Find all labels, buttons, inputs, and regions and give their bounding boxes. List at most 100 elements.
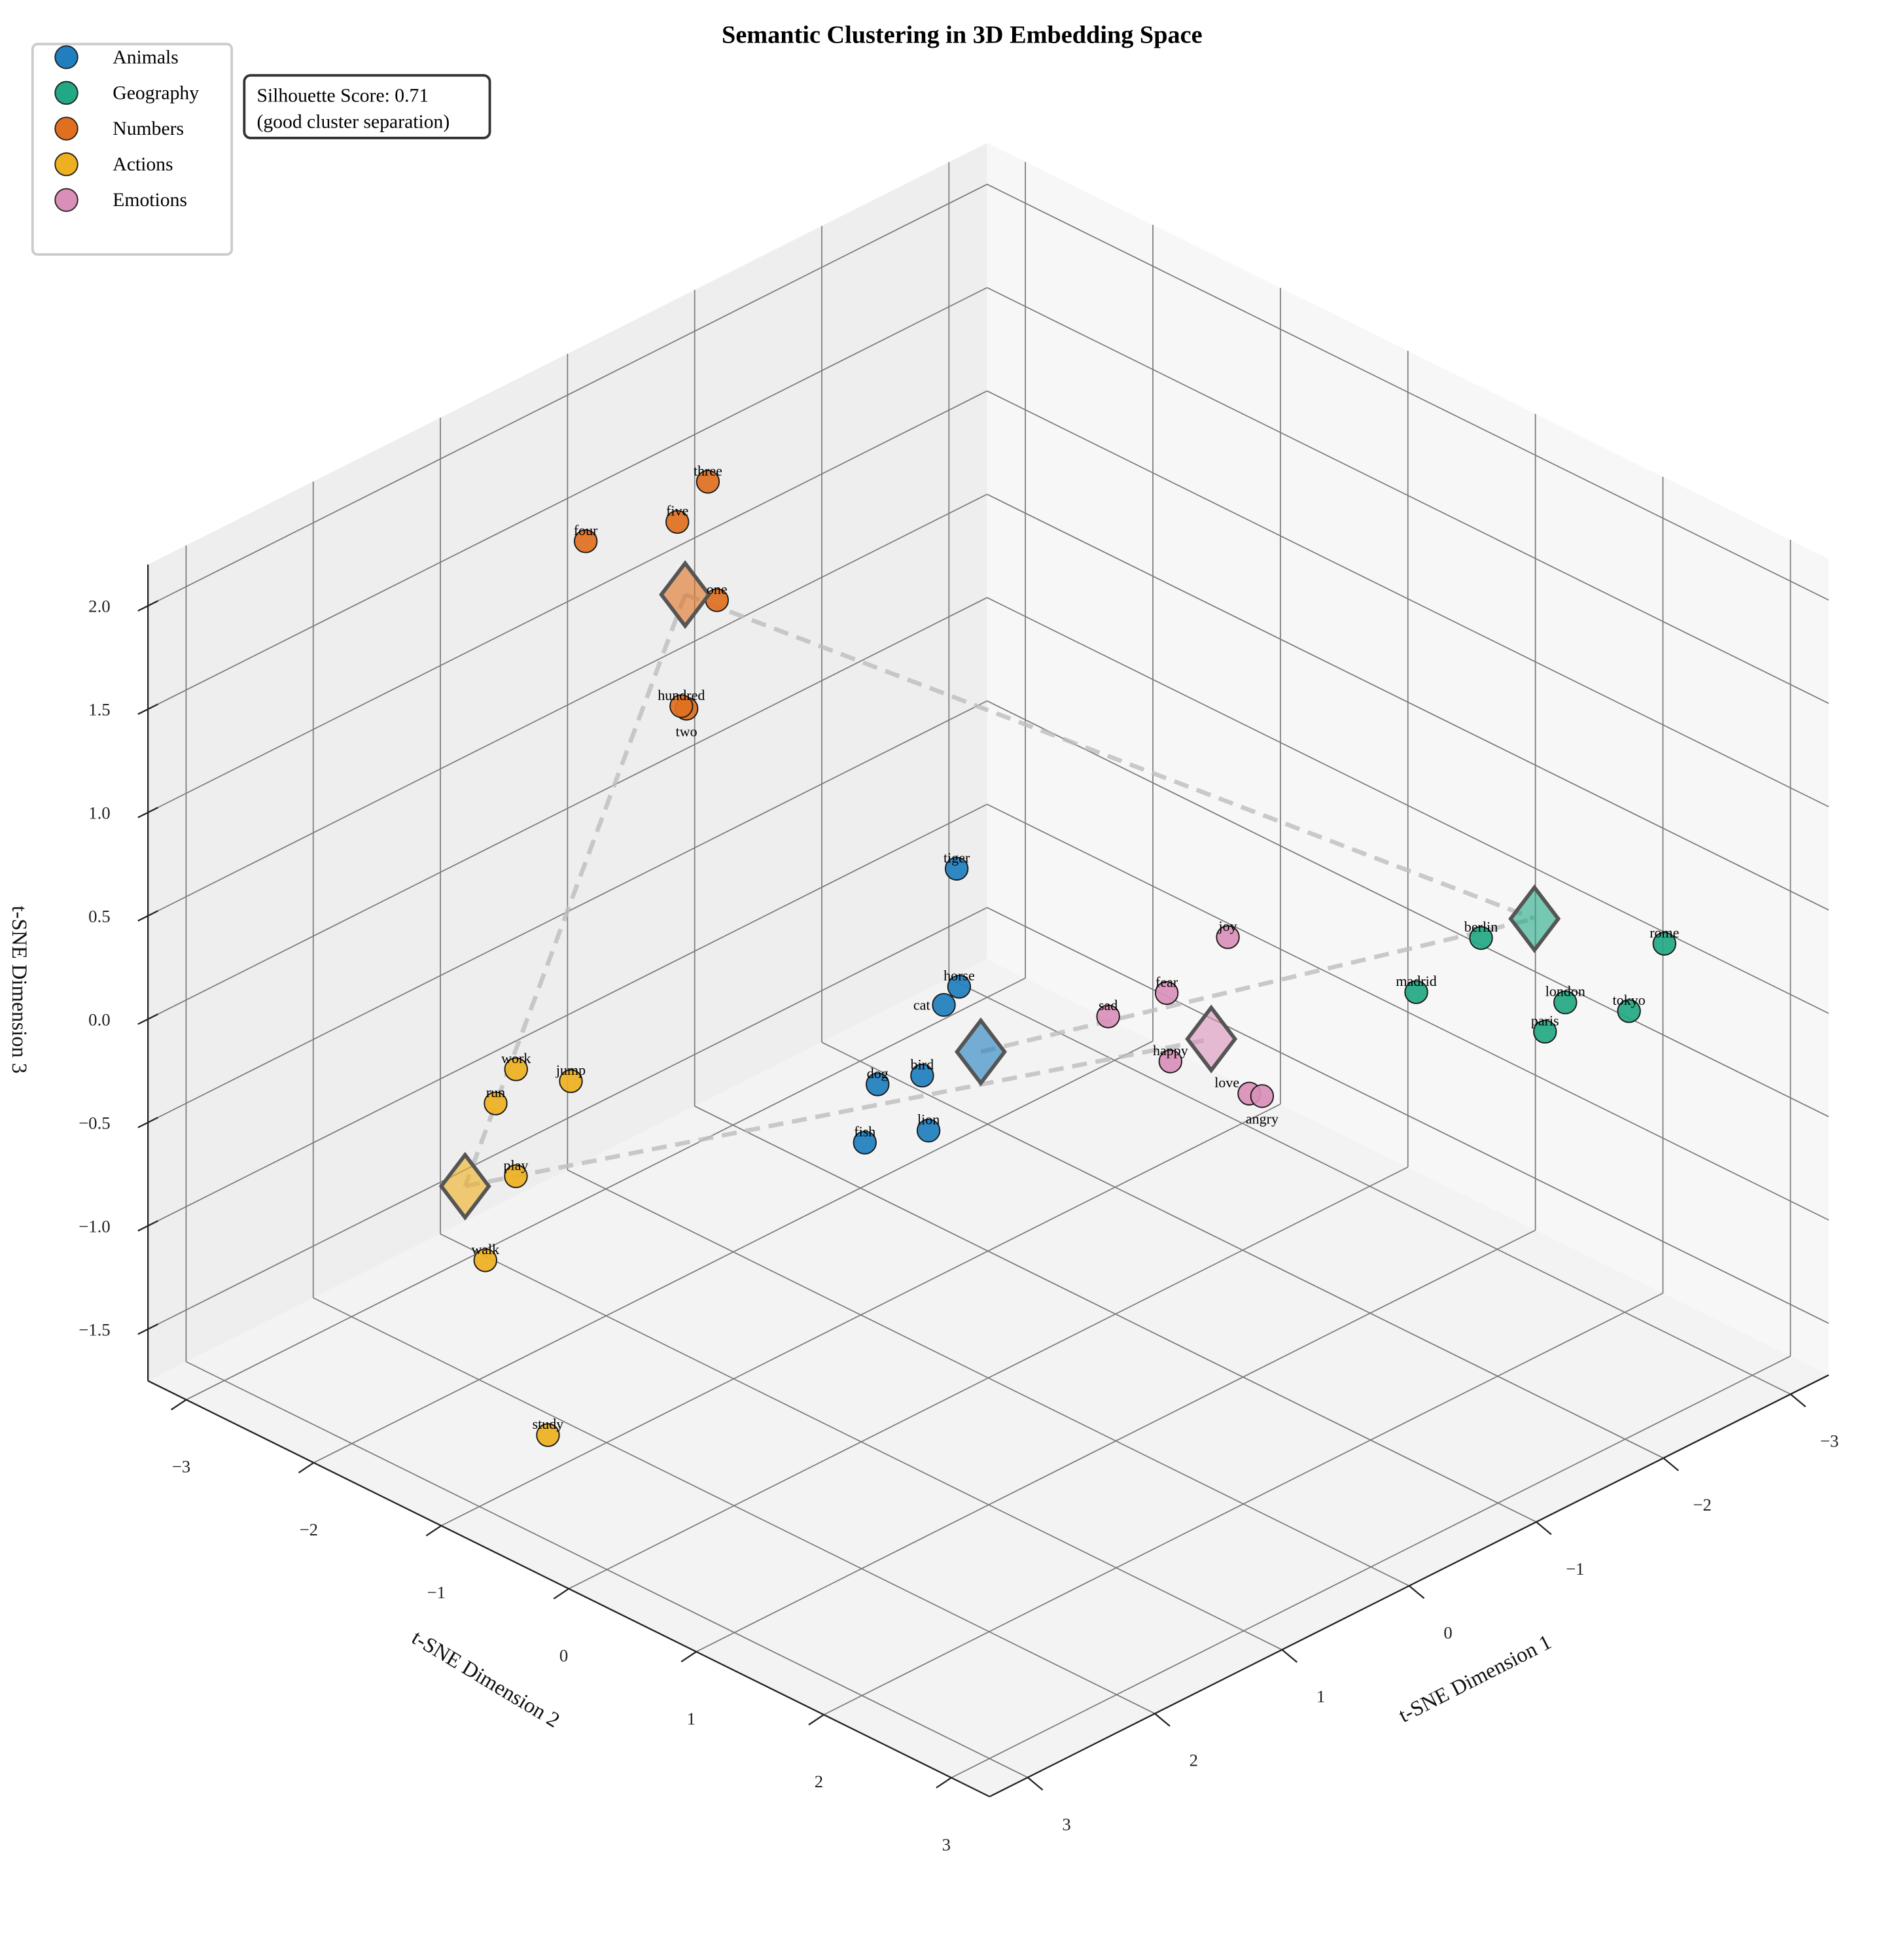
point-walk: [473, 1248, 497, 1272]
legend-label-animals: Animals: [113, 47, 178, 68]
point-lion: [916, 1118, 941, 1143]
point-london: [1553, 990, 1578, 1015]
legend-box: [31, 43, 234, 256]
centroid-actions: [438, 1151, 491, 1221]
point-play: [504, 1164, 528, 1189]
z-tick-label: 2.0: [88, 597, 111, 616]
z-tick-label: −1.5: [79, 1320, 111, 1339]
z-tick-mark: [137, 1013, 158, 1025]
y-tick-label: −3: [172, 1457, 191, 1477]
floor-gridline-y: [313, 1040, 1154, 1463]
point-label-hundred: hundred: [658, 687, 705, 703]
centroid-link: [684, 592, 1536, 921]
z-tick-label: 0.0: [88, 1009, 111, 1029]
x-tick-mark: [1154, 1713, 1171, 1727]
wall-gridline-z: [987, 287, 1829, 704]
point-horse: [947, 975, 972, 999]
point-dog: [866, 1072, 890, 1096]
floor-gridline-y: [696, 1229, 1536, 1653]
y-tick-mark: [808, 1714, 824, 1726]
z-tick-mark: [137, 910, 158, 922]
point-rome: [1652, 932, 1677, 956]
y-tick-label: 1: [687, 1709, 696, 1728]
silhouette-annotation: Silhouette Score: 0.71 (good cluster sep…: [243, 74, 491, 139]
x-tick-mark: [1281, 1649, 1298, 1663]
point-happy: [1158, 1049, 1183, 1074]
y-tick-mark: [553, 1588, 569, 1600]
centroid-numbers: [659, 560, 712, 629]
point-label-horse: horse: [943, 968, 975, 984]
z-tick-label: 1.0: [88, 803, 111, 823]
point-hundred: [669, 694, 694, 718]
wall-gridline-z: [987, 390, 1829, 807]
y-tick-mark: [936, 1777, 952, 1789]
centroid-animals: [955, 1017, 1007, 1087]
x-tick-label: −1: [1566, 1559, 1585, 1579]
point-label-paris: paris: [1531, 1012, 1559, 1028]
wall-gridline-z: [147, 597, 988, 1020]
z-tick-mark: [137, 1220, 158, 1232]
y-tick-mark: [298, 1462, 315, 1474]
point-label-happy: happy: [1153, 1042, 1188, 1059]
floor-gridline-y: [951, 1356, 1791, 1779]
point-joy: [1216, 925, 1240, 949]
point-label-dog: dog: [867, 1065, 889, 1081]
floor-gridline-y: [440, 1103, 1281, 1526]
y-axis-label: t-SNE Dimension 2: [408, 1626, 564, 1732]
point-label-sad: sad: [1099, 997, 1118, 1013]
z-tick-mark: [137, 1323, 158, 1335]
point-bird: [910, 1063, 934, 1088]
chart-title: Semantic Clustering in 3D Embedding Spac…: [722, 21, 1203, 48]
point-angry: [1250, 1084, 1275, 1108]
wall-gridline-z: [987, 597, 1829, 1014]
point-fish: [853, 1130, 877, 1155]
point-fear: [1154, 981, 1179, 1006]
wall-gridline-z: [147, 493, 988, 917]
x-tick-label: 3: [1062, 1814, 1070, 1834]
point-label-cat: cat: [913, 997, 930, 1013]
legend-label-numbers: Numbers: [113, 118, 184, 139]
y-tick-label: 3: [942, 1834, 951, 1854]
x-tick-mark: [1027, 1777, 1044, 1791]
z-tick-mark: [137, 807, 158, 818]
legend-label-emotions: Emotions: [113, 190, 187, 211]
annotation-line-1: Silhouette Score: 0.71: [256, 85, 429, 106]
wall-gridline-z: [147, 287, 988, 710]
legend-marker-actions: [54, 152, 79, 177]
point-four: [573, 529, 598, 553]
point-label-lion: lion: [917, 1112, 940, 1128]
point-five: [665, 510, 690, 534]
centroid-geography: [1508, 884, 1561, 954]
point-label-rome: rome: [1649, 924, 1679, 941]
z-axis-label: t-SNE Dimension 3: [7, 905, 31, 1074]
wall-gridline-z: [147, 907, 988, 1330]
point-sad: [1096, 1004, 1120, 1028]
point-labels: tiger horse cat dog bird fish lion berlin rome ma…: [471, 463, 1679, 1432]
point-run: [484, 1091, 508, 1115]
x-tick-mark: [1408, 1585, 1425, 1600]
point-label-love: love: [1214, 1074, 1239, 1091]
point-label-run: run: [486, 1084, 505, 1100]
point-label-tokyo: tokyo: [1613, 992, 1646, 1008]
x-tick-mark: [1663, 1457, 1680, 1471]
point-madrid: [1404, 980, 1428, 1004]
z-tick-label: 0.5: [88, 906, 111, 926]
legend-marker-emotions: [54, 188, 79, 212]
y-tick-label: −1: [427, 1583, 446, 1602]
legend-label-geography: Geography: [113, 83, 199, 104]
point-cat: [932, 992, 956, 1017]
point-label-study: study: [533, 1416, 564, 1432]
point-study: [536, 1423, 560, 1447]
point-tiger: [944, 856, 969, 881]
legend-label-actions: Actions: [113, 154, 173, 175]
point-label-bird: bird: [911, 1057, 934, 1073]
point-label-two: two: [676, 723, 697, 739]
point-berlin: [1469, 926, 1493, 950]
x-tick-label: −3: [1820, 1431, 1839, 1451]
wall-gridline-z: [147, 390, 988, 813]
point-label-fear: fear: [1155, 973, 1178, 990]
point-label-play: play: [504, 1157, 529, 1173]
centroid-links: [463, 592, 1536, 1189]
point-label-joy: joy: [1218, 918, 1237, 934]
